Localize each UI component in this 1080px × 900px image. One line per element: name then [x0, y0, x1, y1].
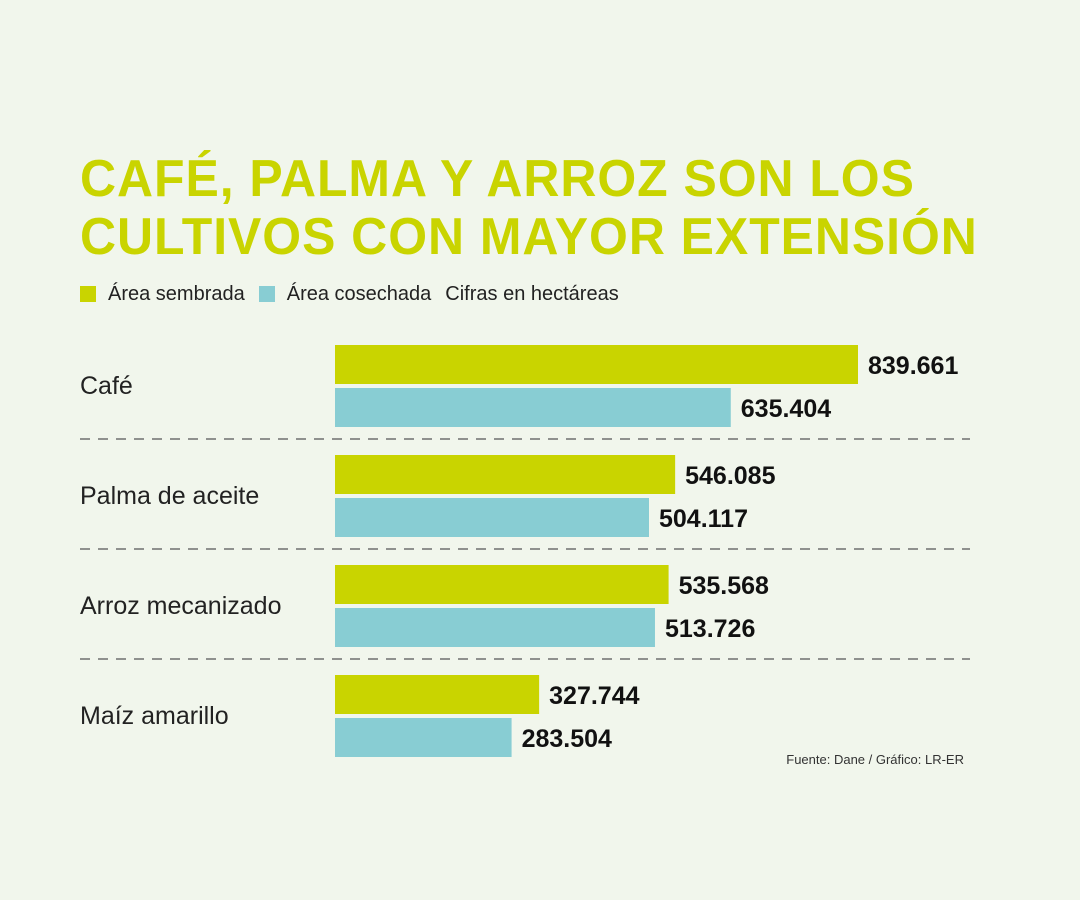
value-label-cosechada-cafe: 635.404 [741, 395, 831, 423]
chart-legend: Área sembrada Área cosechada Cifras en h… [80, 280, 633, 308]
bar-sembrada-palma-de-aceite [335, 455, 676, 494]
legend-swatch-cosechada [258, 286, 275, 302]
bar-cosechada-cafe [335, 388, 731, 427]
legend-item-note: Cifras en hectáreas [445, 283, 618, 306]
units-note: Cifras en hectáreas [445, 282, 619, 305]
bar-sembrada-arroz-mecanizado [335, 565, 669, 604]
bar-cosechada-maiz-amarillo [335, 718, 512, 757]
legend-label-cosechada: Área cosechada [286, 282, 432, 305]
value-label-cosechada-maiz-amarillo: 283.504 [522, 725, 612, 753]
legend-swatch-sembrada [80, 286, 96, 302]
bar-cosechada-arroz-mecanizado [335, 608, 655, 647]
value-label-sembrada-arroz-mecanizado: 535.568 [679, 572, 769, 600]
value-label-sembrada-maiz-amarillo: 327.744 [549, 682, 639, 710]
value-label-cosechada-arroz-mecanizado: 513.726 [665, 615, 755, 643]
category-label-palma-de-aceite: Palma de aceite [80, 482, 259, 510]
bar-cosechada-palma-de-aceite [335, 498, 649, 537]
value-label-sembrada-palma-de-aceite: 546.085 [685, 462, 775, 490]
bar-sembrada-cafe [335, 345, 858, 384]
value-label-cosechada-palma-de-aceite: 504.117 [659, 505, 748, 533]
category-label-cafe: Café [80, 372, 133, 400]
legend-label-sembrada: Área sembrada [108, 282, 245, 305]
legend-item-cosechada: Área cosechada [258, 282, 432, 306]
bar-sembrada-maiz-amarillo [335, 675, 540, 714]
category-label-maiz-amarillo: Maíz amarillo [80, 702, 229, 730]
value-label-sembrada-cafe: 839.661 [868, 352, 958, 380]
chart-title-line-2: CULTIVOS CON MAYOR EXTENSIÓN [80, 208, 978, 266]
chart-title-line-1: CAFÉ, PALMA Y ARROZ SON LOS [80, 150, 915, 208]
chart-title: CAFÉ, PALMA Y ARROZ SON LOS CULTIVOS CON… [80, 150, 1021, 266]
category-label-arroz-mecanizado: Arroz mecanizado [80, 592, 281, 620]
source-note: Fuente: Dane / Gráfico: LR-ER [786, 752, 964, 767]
legend-item-sembrada: Área sembrada [80, 283, 245, 306]
